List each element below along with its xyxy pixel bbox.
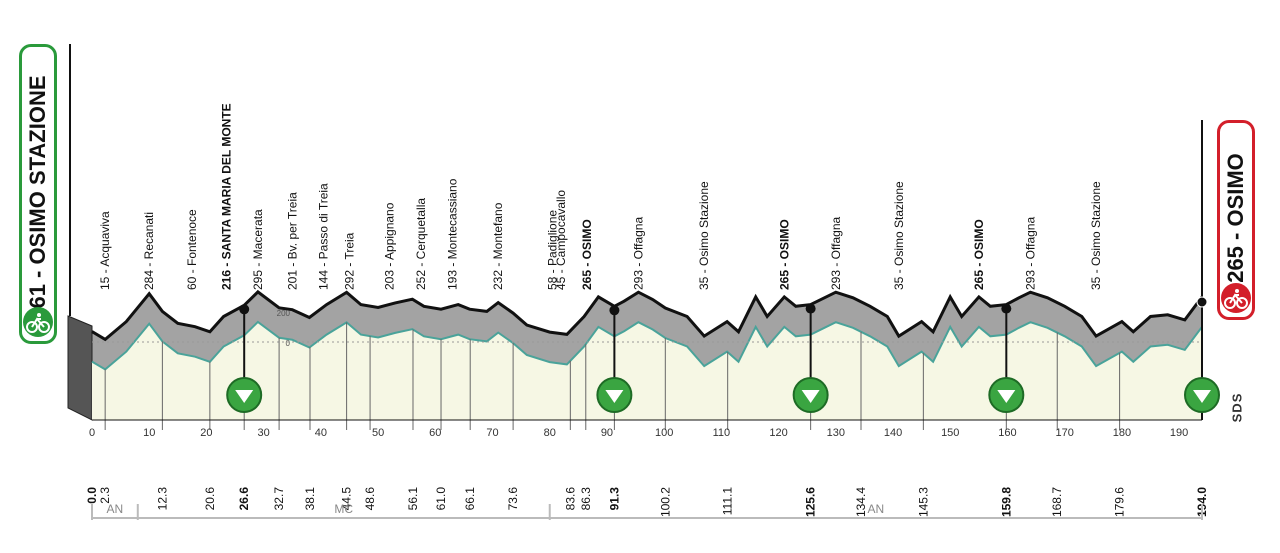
province-label: AN — [107, 502, 124, 516]
place-label: 265 - OSIMO — [777, 219, 791, 290]
place-label: 292 - Treia — [342, 232, 356, 290]
finish-badge: 265 - OSIMO — [1217, 120, 1255, 320]
place-label: 293 - Offagna — [631, 217, 645, 290]
sprint-marker-arrow — [1193, 390, 1211, 403]
km-label: 12.3 — [155, 487, 169, 511]
finish-label: 265 - OSIMO — [1223, 153, 1248, 283]
x-tick-label: 0 — [89, 427, 95, 439]
x-tick-label: 100 — [655, 427, 673, 439]
km-label: 134.4 — [854, 487, 868, 517]
x-tick-label: 160 — [998, 427, 1016, 439]
sprint-dot — [805, 303, 816, 314]
x-tick-label: 130 — [827, 427, 845, 439]
km-label: 111.1 — [721, 487, 735, 516]
finish-dot — [1196, 296, 1208, 308]
km-label: 61.0 — [434, 487, 448, 511]
brand-logo: SDS — [1229, 392, 1245, 423]
km-label: 73.6 — [506, 487, 520, 511]
province-label: AN — [868, 502, 885, 516]
x-tick-label: 120 — [769, 427, 787, 439]
x-tick-label: 50 — [372, 427, 384, 439]
y-tick-label: 0 — [286, 339, 291, 348]
x-tick-label: 140 — [884, 427, 902, 439]
km-label: 145.3 — [916, 487, 930, 517]
cyclist-icon — [23, 307, 53, 337]
place-label: 295 - Macerata — [251, 209, 265, 290]
profile-ridge-line — [91, 289, 1204, 342]
km-label: 56.1 — [406, 487, 420, 511]
km-label: 48.6 — [363, 487, 377, 511]
place-label: 232 - Montefano — [491, 202, 505, 290]
province-label: MC — [334, 502, 353, 516]
x-tick-label: 10 — [143, 427, 155, 439]
sprint-dot — [1001, 303, 1012, 314]
sprint-marker-arrow — [997, 390, 1016, 403]
sprint-marker-arrow — [801, 390, 820, 403]
place-label: 60 - Fontenoce — [185, 209, 199, 290]
place-label: 144 - Passo di Treia — [317, 183, 331, 290]
place-label: 265 - OSIMO — [580, 219, 594, 290]
cyclist-icon — [1221, 283, 1251, 313]
place-label: 216 - SANTA MARIA DEL MONTE — [219, 103, 233, 290]
km-label: 125.6 — [804, 487, 818, 517]
place-label: 265 - OSIMO — [972, 219, 986, 290]
place-label: 45 - Campocavallo — [554, 190, 568, 290]
place-label: 35 - Osimo Stazione — [892, 181, 906, 290]
place-label: 58 - Padiglione — [546, 210, 560, 290]
place-label: 35 - Osimo Stazione — [1089, 181, 1103, 290]
place-label: 284 - Recanati — [142, 212, 156, 290]
km-label: 38.1 — [303, 487, 317, 511]
km-label: 26.6 — [237, 487, 251, 511]
sprint-marker-arrow — [235, 390, 254, 403]
start-label: 61 - OSIMO STAZIONE — [25, 75, 50, 309]
km-label: 86.3 — [579, 487, 593, 511]
km-label: 20.6 — [203, 487, 217, 511]
x-tick-label: 110 — [713, 427, 731, 439]
km-label: 2.3 — [98, 487, 112, 504]
y-tick-label: 200 — [277, 309, 291, 318]
km-label: 168.7 — [1050, 487, 1064, 517]
km-label: 32.7 — [272, 487, 286, 511]
km-label: 44.5 — [340, 487, 354, 511]
x-tick-label: 40 — [315, 427, 327, 439]
place-label: 252 - Cerquetalla — [414, 198, 428, 290]
place-label: 15 - Acquaviva — [98, 211, 112, 290]
sprint-dot — [239, 304, 250, 315]
km-label: 0.0 — [85, 487, 99, 504]
place-label: 293 - Offagna — [829, 217, 843, 290]
x-tick-label: 190 — [1170, 427, 1188, 439]
place-label: 203 - Appignano — [383, 202, 397, 290]
x-tick-label: 170 — [1056, 427, 1074, 439]
profile-face — [92, 321, 1202, 420]
x-tick-label: 70 — [486, 427, 498, 439]
x-tick-label: 20 — [200, 427, 212, 439]
profile-side-block — [67, 315, 93, 421]
x-tick-label: 180 — [1113, 427, 1131, 439]
km-label: 83.6 — [563, 487, 577, 511]
place-label: 201 - Bv. per Treia — [285, 192, 299, 290]
sprint-marker-arrow — [605, 390, 624, 403]
x-tick-label: 30 — [258, 427, 270, 439]
profile-edge-line — [91, 320, 1203, 371]
x-tick-label: 150 — [941, 427, 959, 439]
place-label: 35 - Osimo Stazione — [697, 181, 711, 290]
x-tick-label: 80 — [544, 427, 556, 439]
x-tick-label: 90 — [601, 427, 613, 439]
km-label: 91.3 — [607, 487, 621, 511]
km-label: 66.1 — [463, 487, 477, 511]
place-label: 293 - Offagna — [1023, 217, 1037, 290]
km-label: 100.2 — [658, 487, 672, 517]
km-label: 159.8 — [999, 487, 1013, 517]
plot-area: 200 0 0 10 20 30 40 50 60 70 80 90 100 110 120 130 140 15… — [67, 44, 1220, 520]
km-label: 179.6 — [1113, 487, 1127, 517]
start-badge: 61 - OSIMO STAZIONE — [19, 44, 57, 344]
place-label: 193 - Montecassiano — [445, 178, 459, 290]
km-label: 194.0 — [1195, 487, 1209, 517]
sprint-dot — [609, 305, 620, 316]
x-tick-label: 60 — [429, 427, 441, 439]
